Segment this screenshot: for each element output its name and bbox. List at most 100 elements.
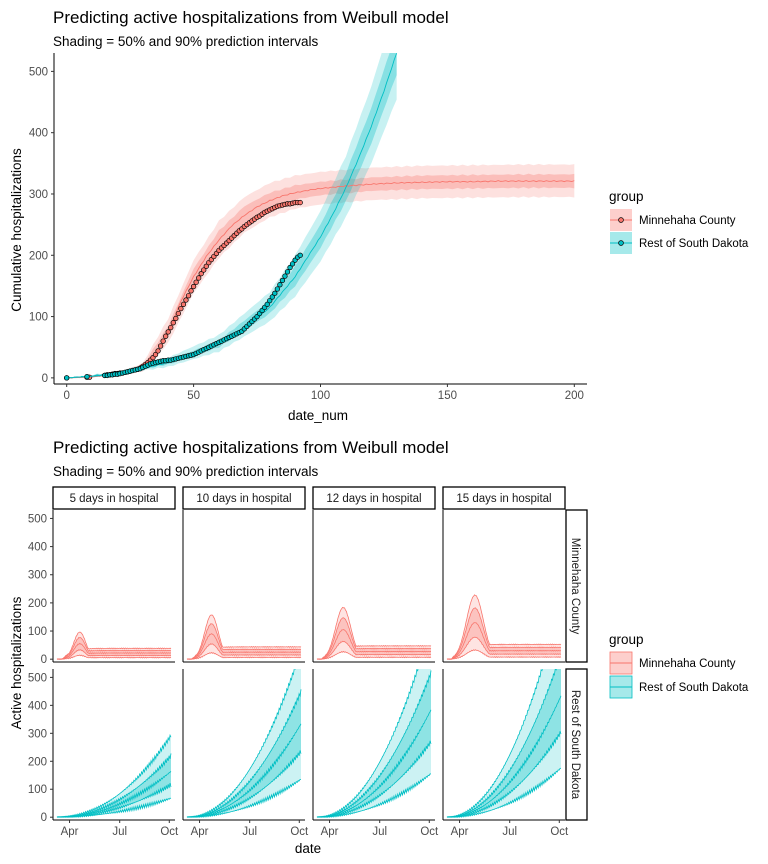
- chart1-median-minnehaha: [66, 180, 575, 379]
- chart2-ytick-label: 500: [28, 672, 47, 684]
- chart2-panel-0-0: [56, 631, 172, 660]
- chart2-xtick-label: Oct: [160, 826, 179, 838]
- chart2-line: [186, 633, 302, 660]
- chart1-point-minnehaha: [152, 351, 159, 358]
- chart2-ytick-label: 200: [28, 756, 47, 768]
- chart1-title: Predicting active hospitalizations from …: [53, 8, 449, 27]
- chart1-xtick-label: 100: [311, 390, 330, 402]
- chart1-ytick-label: 500: [29, 66, 48, 78]
- chart1-legend-label-minnehaha: Minnehaha County: [639, 215, 736, 227]
- chart2-line: [56, 636, 172, 660]
- chart2-xtick-label: Apr: [451, 826, 469, 838]
- chart2-band90: [187, 669, 301, 818]
- chart1-point-minnehaha: [173, 315, 179, 322]
- chart2-xtick-label: Jul: [112, 826, 127, 838]
- chart2-ytick-label: 500: [28, 513, 47, 525]
- chart2-band50: [187, 689, 301, 818]
- chart2-legend-label-minnehaha: Minnehaha County: [639, 658, 736, 670]
- chart2-xtick-label: Apr: [191, 826, 209, 838]
- chart2-band50: [187, 623, 301, 660]
- chart2-xtick-label: Jul: [372, 826, 387, 838]
- chart2-ytick-label: 0: [41, 812, 47, 824]
- chart2-line: [56, 753, 172, 818]
- chart2-line: [316, 629, 432, 660]
- chart2-ytick-label: 300: [28, 570, 47, 582]
- chart2-line: [446, 649, 562, 660]
- chart2-band90: [57, 735, 171, 818]
- chart2-ytick-label: 100: [28, 784, 47, 796]
- chart2-band50: [317, 670, 431, 818]
- chart2-line: [186, 651, 302, 660]
- chart2-panel-0-3: [446, 594, 562, 660]
- chart1-point-minnehaha: [157, 343, 164, 349]
- chart1-xlabel: date_num: [288, 408, 348, 423]
- chart2-line: [56, 649, 172, 660]
- chart1-xtick-label: 0: [63, 390, 69, 402]
- chart1-point-minnehaha: [163, 333, 169, 339]
- chart1-point-minnehaha: [160, 338, 166, 344]
- chart2-band90: [317, 669, 431, 818]
- chart2-strip-row-label: Rest of South Dakota: [569, 690, 581, 800]
- chart1-point-rest: [264, 301, 270, 307]
- chart2-ytick-label: 400: [28, 700, 47, 712]
- chart2-xtick-label: Jul: [502, 826, 517, 838]
- chart2-legend-label-rest: Rest of South Dakota: [639, 682, 749, 694]
- chart1-xtick-label: 150: [438, 390, 457, 402]
- chart1-point-rest: [277, 282, 283, 288]
- chart1-point-rest: [272, 290, 278, 296]
- chart1-point-minnehaha: [170, 320, 176, 326]
- chart1-point-rest: [64, 375, 70, 381]
- chart2-strip-col-label: 12 days in hospital: [326, 493, 421, 505]
- chart2-xtick-label: Apr: [321, 826, 339, 838]
- chart1-legend-label-rest: Rest of South Dakota: [639, 238, 749, 250]
- chart1-point-rest: [282, 273, 288, 279]
- chart2-xtick-label: Apr: [61, 826, 79, 838]
- chart1-point-minnehaha: [185, 293, 192, 299]
- chart1-point-rest: [269, 294, 275, 300]
- chart2-xtick-label: Oct: [550, 826, 569, 838]
- chart2-line: [446, 695, 562, 818]
- chart1-plot: 0 100 200 300 400 500 0 50 100 150 200: [29, 53, 587, 402]
- chart2-line: [446, 669, 543, 818]
- chart1-ytick-label: 100: [29, 312, 48, 324]
- chart2-line: [316, 640, 432, 660]
- chart2-band90: [447, 594, 561, 660]
- chart1-point-rest: [84, 373, 90, 380]
- chart1-point-minnehaha: [168, 324, 174, 331]
- chart1-point-minnehaha: [175, 310, 182, 317]
- chart1-point-rest: [287, 264, 293, 271]
- chart2-ytick-label: 200: [28, 598, 47, 610]
- chart2-panel-1-2: [316, 669, 432, 818]
- chart1-point-minnehaha: [183, 297, 189, 303]
- chart2-panel-0-2: [316, 606, 432, 660]
- chart2-strip-row: [565, 668, 588, 821]
- chart2-ytick-label: 0: [41, 654, 47, 666]
- chart2-line: [446, 669, 557, 818]
- chart1-point-minnehaha: [190, 283, 197, 290]
- chart2-line: [56, 654, 172, 660]
- chart2-strip-col-label: 10 days in hospital: [196, 493, 291, 505]
- chart2-line: [316, 650, 432, 660]
- chart1-point-rest: [297, 252, 303, 258]
- chart2-line: [186, 643, 302, 660]
- chart1-point-minnehaha: [198, 271, 204, 277]
- chart2-line: [316, 709, 432, 818]
- chart1-point-minnehaha: [178, 305, 184, 312]
- chart2-line: [186, 689, 302, 818]
- chart1-point-rest: [284, 269, 291, 275]
- chart2-panel-1-1: [186, 669, 302, 818]
- chart2-ylabel: Active hospitalizations: [9, 596, 24, 729]
- chart1-band90-minnehaha: [66, 163, 575, 378]
- chart2-ytick-label: 400: [28, 542, 47, 554]
- chart2-facets: 0 100 200 300 400 500 0 100 200 300 400 500 Apr Jul Oc…: [28, 486, 588, 838]
- chart2-line: [186, 669, 296, 818]
- chart2-line: [446, 607, 562, 660]
- chart2-line: [186, 723, 302, 818]
- chart2-strip-col: [182, 486, 306, 510]
- chart2-line: [446, 594, 562, 660]
- chart2-panel-1-0: [56, 733, 172, 818]
- chart1-point-minnehaha: [203, 263, 209, 269]
- chart1-subtitle: Shading = 50% and 90% prediction interva…: [53, 34, 319, 49]
- chart2-panel-0-1: [186, 614, 302, 660]
